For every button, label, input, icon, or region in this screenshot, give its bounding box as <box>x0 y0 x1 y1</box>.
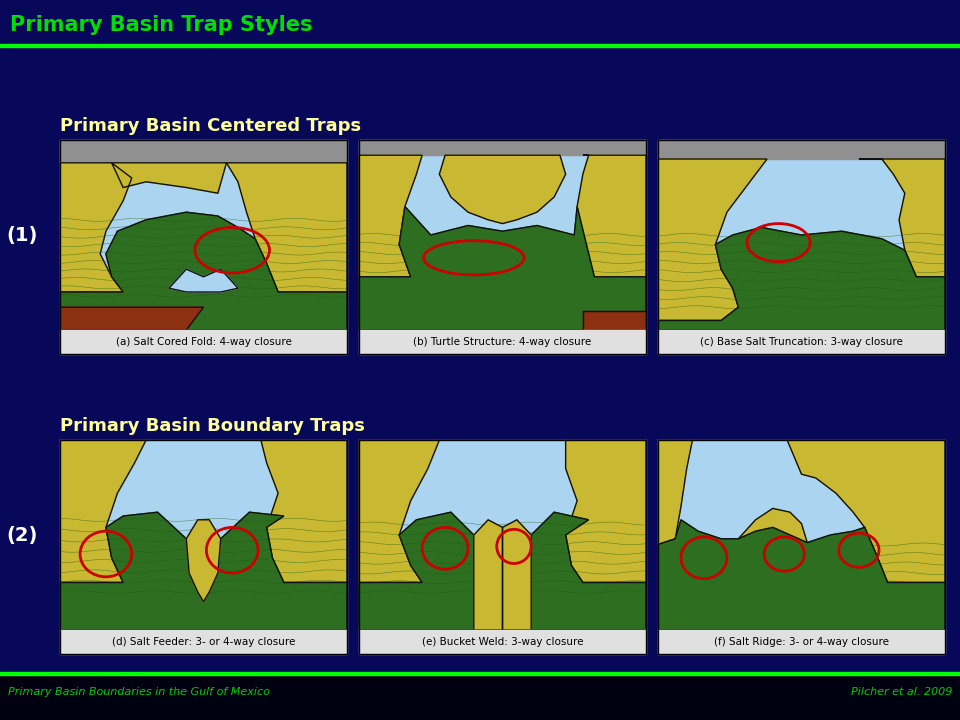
Polygon shape <box>577 156 646 276</box>
Bar <box>0 44 960 47</box>
Bar <box>658 140 945 354</box>
Polygon shape <box>60 163 132 292</box>
Polygon shape <box>227 163 347 292</box>
Bar <box>359 440 646 654</box>
Polygon shape <box>111 163 227 193</box>
Bar <box>359 140 646 156</box>
Bar <box>60 440 347 654</box>
Polygon shape <box>60 307 204 330</box>
Bar <box>658 630 945 654</box>
Text: Primary Basin Centered Traps: Primary Basin Centered Traps <box>60 117 361 135</box>
Bar <box>60 330 347 354</box>
Polygon shape <box>60 440 146 582</box>
Text: Primary Basin Boundary Traps: Primary Basin Boundary Traps <box>60 417 365 435</box>
Bar <box>60 140 347 354</box>
Polygon shape <box>658 440 692 544</box>
Bar <box>359 140 646 330</box>
Text: (a) Salt Cored Fold: 4-way closure: (a) Salt Cored Fold: 4-way closure <box>115 337 292 347</box>
Bar <box>658 140 945 330</box>
Text: (c) Base Salt Truncation: 3-way closure: (c) Base Salt Truncation: 3-way closure <box>700 337 903 347</box>
Polygon shape <box>359 207 646 330</box>
Polygon shape <box>261 440 347 582</box>
Polygon shape <box>565 440 646 582</box>
Polygon shape <box>359 512 646 630</box>
Text: Pilcher et al. 2009: Pilcher et al. 2009 <box>851 687 952 697</box>
Polygon shape <box>60 512 347 630</box>
Bar <box>60 630 347 654</box>
Text: (e) Bucket Weld: 3-way closure: (e) Bucket Weld: 3-way closure <box>421 637 584 647</box>
Polygon shape <box>60 212 347 330</box>
Bar <box>60 140 347 163</box>
Text: (1): (1) <box>7 225 37 245</box>
Text: Primary Basin Boundaries in the Gulf of Mexico: Primary Basin Boundaries in the Gulf of … <box>8 687 270 697</box>
Polygon shape <box>658 228 945 330</box>
Polygon shape <box>738 508 807 582</box>
Bar <box>0 672 960 675</box>
Polygon shape <box>186 520 221 601</box>
Bar <box>658 330 945 354</box>
Polygon shape <box>440 156 565 224</box>
Bar <box>658 440 945 654</box>
Polygon shape <box>658 159 767 320</box>
Text: (d) Salt Feeder: 3- or 4-way closure: (d) Salt Feeder: 3- or 4-way closure <box>111 637 295 647</box>
Polygon shape <box>583 311 646 330</box>
Bar <box>359 140 646 354</box>
Bar <box>359 330 646 354</box>
Polygon shape <box>359 156 422 276</box>
Polygon shape <box>859 159 945 276</box>
Text: (b) Turtle Structure: 4-way closure: (b) Turtle Structure: 4-way closure <box>414 337 591 347</box>
Bar <box>658 140 945 159</box>
Polygon shape <box>658 520 945 630</box>
Bar <box>0 672 960 720</box>
Text: (f) Salt Ridge: 3- or 4-way closure: (f) Salt Ridge: 3- or 4-way closure <box>714 637 889 647</box>
Bar <box>60 440 347 630</box>
Polygon shape <box>169 269 238 292</box>
Bar <box>658 440 945 630</box>
Bar <box>0 0 960 46</box>
Polygon shape <box>359 440 440 582</box>
Bar <box>359 440 646 630</box>
Polygon shape <box>787 440 945 582</box>
Text: (2): (2) <box>7 526 37 544</box>
Bar <box>60 140 347 330</box>
Polygon shape <box>502 520 531 630</box>
Text: Primary Basin Trap Styles: Primary Basin Trap Styles <box>10 15 313 35</box>
Bar <box>359 630 646 654</box>
Polygon shape <box>474 520 502 630</box>
